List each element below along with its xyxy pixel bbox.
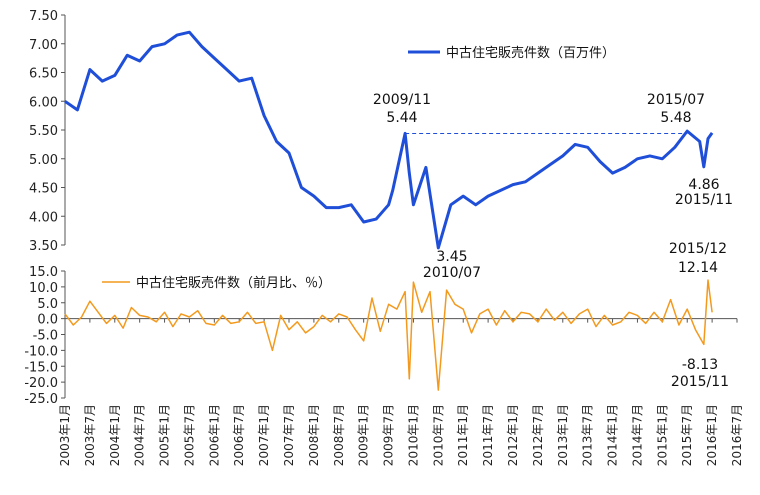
x-tick-label: 2015年7月 xyxy=(680,404,694,466)
x-tick-label: 2009年1月 xyxy=(357,404,371,466)
bottom-y-tick-label: 0.0 xyxy=(37,313,58,328)
x-tick-label: 2016年1月 xyxy=(705,404,719,466)
bottom-y-tick-label: -10.0 xyxy=(24,344,58,359)
x-tick-label: 2009年7月 xyxy=(382,404,396,466)
top-y-tick-label: 4.00 xyxy=(29,210,58,225)
x-tick-label: 2014年7月 xyxy=(630,404,644,466)
x-tick-label: 2010年1月 xyxy=(406,404,420,466)
x-tick-label: 2012年1月 xyxy=(506,404,520,466)
top-y-tick-label: 5.50 xyxy=(29,124,58,139)
bottom-y-tick-label: -20.0 xyxy=(24,376,58,391)
annotation-2015-12-line1: 2015/12 xyxy=(669,241,727,257)
x-tick-label: 2010年7月 xyxy=(431,404,445,466)
x-tick-label: 2005年1月 xyxy=(158,404,172,466)
top-y-tick-label: 3.50 xyxy=(29,239,58,254)
annotation-2010-07-line2: 2010/07 xyxy=(423,265,481,281)
x-tick-label: 2007年7月 xyxy=(282,404,296,466)
bottom-y-tick-label: -15.0 xyxy=(24,360,58,375)
x-tick-label: 2006年7月 xyxy=(232,404,246,466)
x-tick-label: 2013年7月 xyxy=(581,404,595,466)
x-tick-label: 2014年1月 xyxy=(606,404,620,466)
top-y-tick-label: 6.50 xyxy=(29,67,58,82)
x-tick-label: 2003年7月 xyxy=(83,404,97,466)
bottom-y-tick-label: 5.0 xyxy=(37,297,58,312)
bottom-y-tick-label: 10.0 xyxy=(29,281,58,296)
top-y-tick-label: 4.50 xyxy=(29,182,58,197)
x-tick-label: 2006年1月 xyxy=(207,404,221,466)
annotation-2009-11-line1: 2009/11 xyxy=(373,92,431,108)
bottom-y-tick-label: -5.0 xyxy=(33,329,58,344)
x-tick-label: 2004年7月 xyxy=(133,404,147,466)
x-tick-label: 2003年1月 xyxy=(58,404,72,466)
annotation-2015-11-top-line1: 4.86 xyxy=(688,177,719,193)
x-tick-label: 2008年1月 xyxy=(307,404,321,466)
annotation-2015-11-bottom-line2: 2015/11 xyxy=(671,374,729,390)
annotation-2015-07-line2: 5.48 xyxy=(660,110,691,126)
annotation-2015-11-bottom-line1: -8.13 xyxy=(682,357,718,373)
annotation-2015-11-top-line2: 2015/11 xyxy=(675,192,733,208)
top-y-tick-label: 7.50 xyxy=(29,9,58,24)
annotation-2009-11-line2: 5.44 xyxy=(386,110,417,126)
bottom-y-tick-label: 15.0 xyxy=(29,265,58,280)
annotation-2015-07-line1: 2015/07 xyxy=(647,92,705,108)
x-tick-label: 2011年1月 xyxy=(456,404,470,466)
top-y-tick-label: 5.00 xyxy=(29,153,58,168)
x-tick-label: 2015年1月 xyxy=(655,404,669,466)
annotation-2015-12-line2: 12.14 xyxy=(678,260,718,276)
x-tick-label: 2004年1月 xyxy=(108,404,122,466)
top-legend-label: 中古住宅販売件数（百万件） xyxy=(446,45,615,61)
bottom-legend-label: 中古住宅販売件数（前月比、％） xyxy=(136,275,331,291)
x-tick-label: 2012年7月 xyxy=(531,404,545,466)
x-tick-label: 2007年1月 xyxy=(257,404,271,466)
x-tick-label: 2005年7月 xyxy=(182,404,196,466)
x-tick-label: 2013年1月 xyxy=(556,404,570,466)
top-y-tick-label: 6.00 xyxy=(29,95,58,110)
top-series-line xyxy=(64,30,714,250)
x-tick-label: 2008年7月 xyxy=(332,404,346,466)
x-tick-label: 2011年7月 xyxy=(481,404,495,466)
bottom-series-line xyxy=(64,279,713,391)
x-tick-label: 2016年7月 xyxy=(730,404,744,466)
top-y-tick-label: 7.00 xyxy=(29,38,58,53)
bottom-y-tick-label: -25.0 xyxy=(24,392,58,407)
annotation-2010-07-line1: 3.45 xyxy=(436,249,467,265)
